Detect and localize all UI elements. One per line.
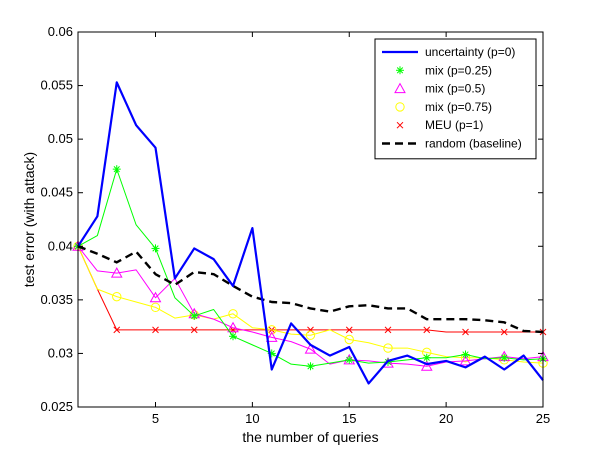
legend-entry: mix (p=0.5) bbox=[394, 82, 485, 96]
y-tick-label: 0.05 bbox=[48, 131, 73, 146]
data-point-asterisk bbox=[190, 311, 199, 320]
series-meu-p-1- bbox=[74, 242, 547, 336]
legend-label: mix (p=0.5) bbox=[425, 82, 485, 96]
y-tick-label: 0.055 bbox=[40, 78, 73, 93]
data-point-asterisk bbox=[461, 350, 470, 359]
legend-label: random (baseline) bbox=[425, 137, 522, 151]
data-point-asterisk bbox=[396, 66, 404, 75]
data-point-x bbox=[500, 328, 508, 336]
legend-entry: MEU (p=1) bbox=[396, 118, 483, 132]
axes-layer: 5 10 15 20 25 0.025 0.03 0.035 0.04 0.045 0.05 0.05… bbox=[40, 24, 550, 426]
data-point-triangle bbox=[227, 321, 239, 333]
data-point-circle bbox=[267, 325, 277, 335]
data-point-x bbox=[190, 326, 198, 334]
data-point-x bbox=[423, 326, 431, 334]
data-point-circle bbox=[112, 291, 122, 302]
series-uncertainty-p-0- bbox=[77, 81, 544, 385]
data-point-x bbox=[384, 326, 392, 334]
legend-box bbox=[374, 38, 537, 160]
series-layer bbox=[72, 81, 549, 385]
data-point-x bbox=[113, 326, 121, 334]
x-tick-label: 20 bbox=[439, 411, 453, 426]
legend-label: uncertainty (p=0) bbox=[425, 45, 515, 59]
legend-entry: mix (p=0.25) bbox=[396, 63, 492, 77]
data-point-asterisk bbox=[229, 332, 237, 341]
data-point-triangle bbox=[149, 291, 162, 303]
series-line bbox=[77, 245, 544, 367]
legend: uncertainty (p=0) mix (p=0.25) mix (p=0.5)… bbox=[374, 38, 537, 160]
data-point-circle bbox=[150, 302, 161, 313]
data-point-triangle bbox=[265, 331, 278, 342]
data-point-triangle bbox=[110, 267, 123, 278]
data-point-circle bbox=[395, 102, 405, 112]
data-point-triangle bbox=[459, 354, 472, 366]
y-tick-label: 0.03 bbox=[48, 345, 73, 360]
series-random-baseline- bbox=[77, 245, 544, 334]
data-point-asterisk bbox=[345, 355, 354, 364]
legend-label: mix (p=0.75) bbox=[425, 100, 492, 114]
data-point-asterisk bbox=[306, 362, 315, 371]
legend-label: mix (p=0.25) bbox=[425, 63, 492, 77]
legend-entry: mix (p=0.75) bbox=[395, 100, 492, 114]
data-point-circle bbox=[305, 330, 316, 340]
y-tick-label: 0.035 bbox=[40, 292, 73, 307]
y-tick-label: 0.06 bbox=[48, 24, 73, 39]
data-point-asterisk bbox=[422, 353, 431, 362]
series-line bbox=[77, 81, 544, 385]
legend-entry: random (baseline) bbox=[382, 137, 522, 151]
legend-entry: uncertainty (p=0) bbox=[382, 45, 515, 59]
data-point-triangle bbox=[394, 82, 406, 94]
series-line bbox=[77, 245, 544, 334]
data-point-circle bbox=[228, 309, 238, 319]
data-point-x bbox=[152, 326, 159, 334]
x-tick-label: 5 bbox=[152, 411, 159, 426]
x-tick-label: 15 bbox=[342, 411, 356, 426]
data-point-asterisk bbox=[151, 244, 160, 253]
y-axis-label: test error (with attack) bbox=[21, 152, 37, 287]
data-point-triangle bbox=[420, 360, 433, 371]
data-point-circle bbox=[344, 334, 354, 345]
data-point-x bbox=[345, 326, 353, 334]
x-tick-label: 10 bbox=[245, 411, 259, 426]
x-axis-label: the number of queries bbox=[242, 429, 378, 445]
data-point-asterisk bbox=[112, 165, 121, 174]
data-point-circle bbox=[383, 343, 393, 353]
y-tick-label: 0.04 bbox=[48, 238, 73, 253]
axes-frame bbox=[77, 31, 544, 408]
data-point-asterisk bbox=[500, 353, 509, 362]
data-point-x bbox=[396, 121, 404, 129]
y-tick-label: 0.045 bbox=[40, 185, 73, 200]
x-tick-label: 25 bbox=[536, 411, 550, 426]
y-tick-label: 0.025 bbox=[40, 399, 73, 414]
legend-label: MEU (p=1) bbox=[425, 118, 483, 132]
data-point-triangle bbox=[304, 343, 317, 354]
data-point-x bbox=[462, 328, 469, 336]
